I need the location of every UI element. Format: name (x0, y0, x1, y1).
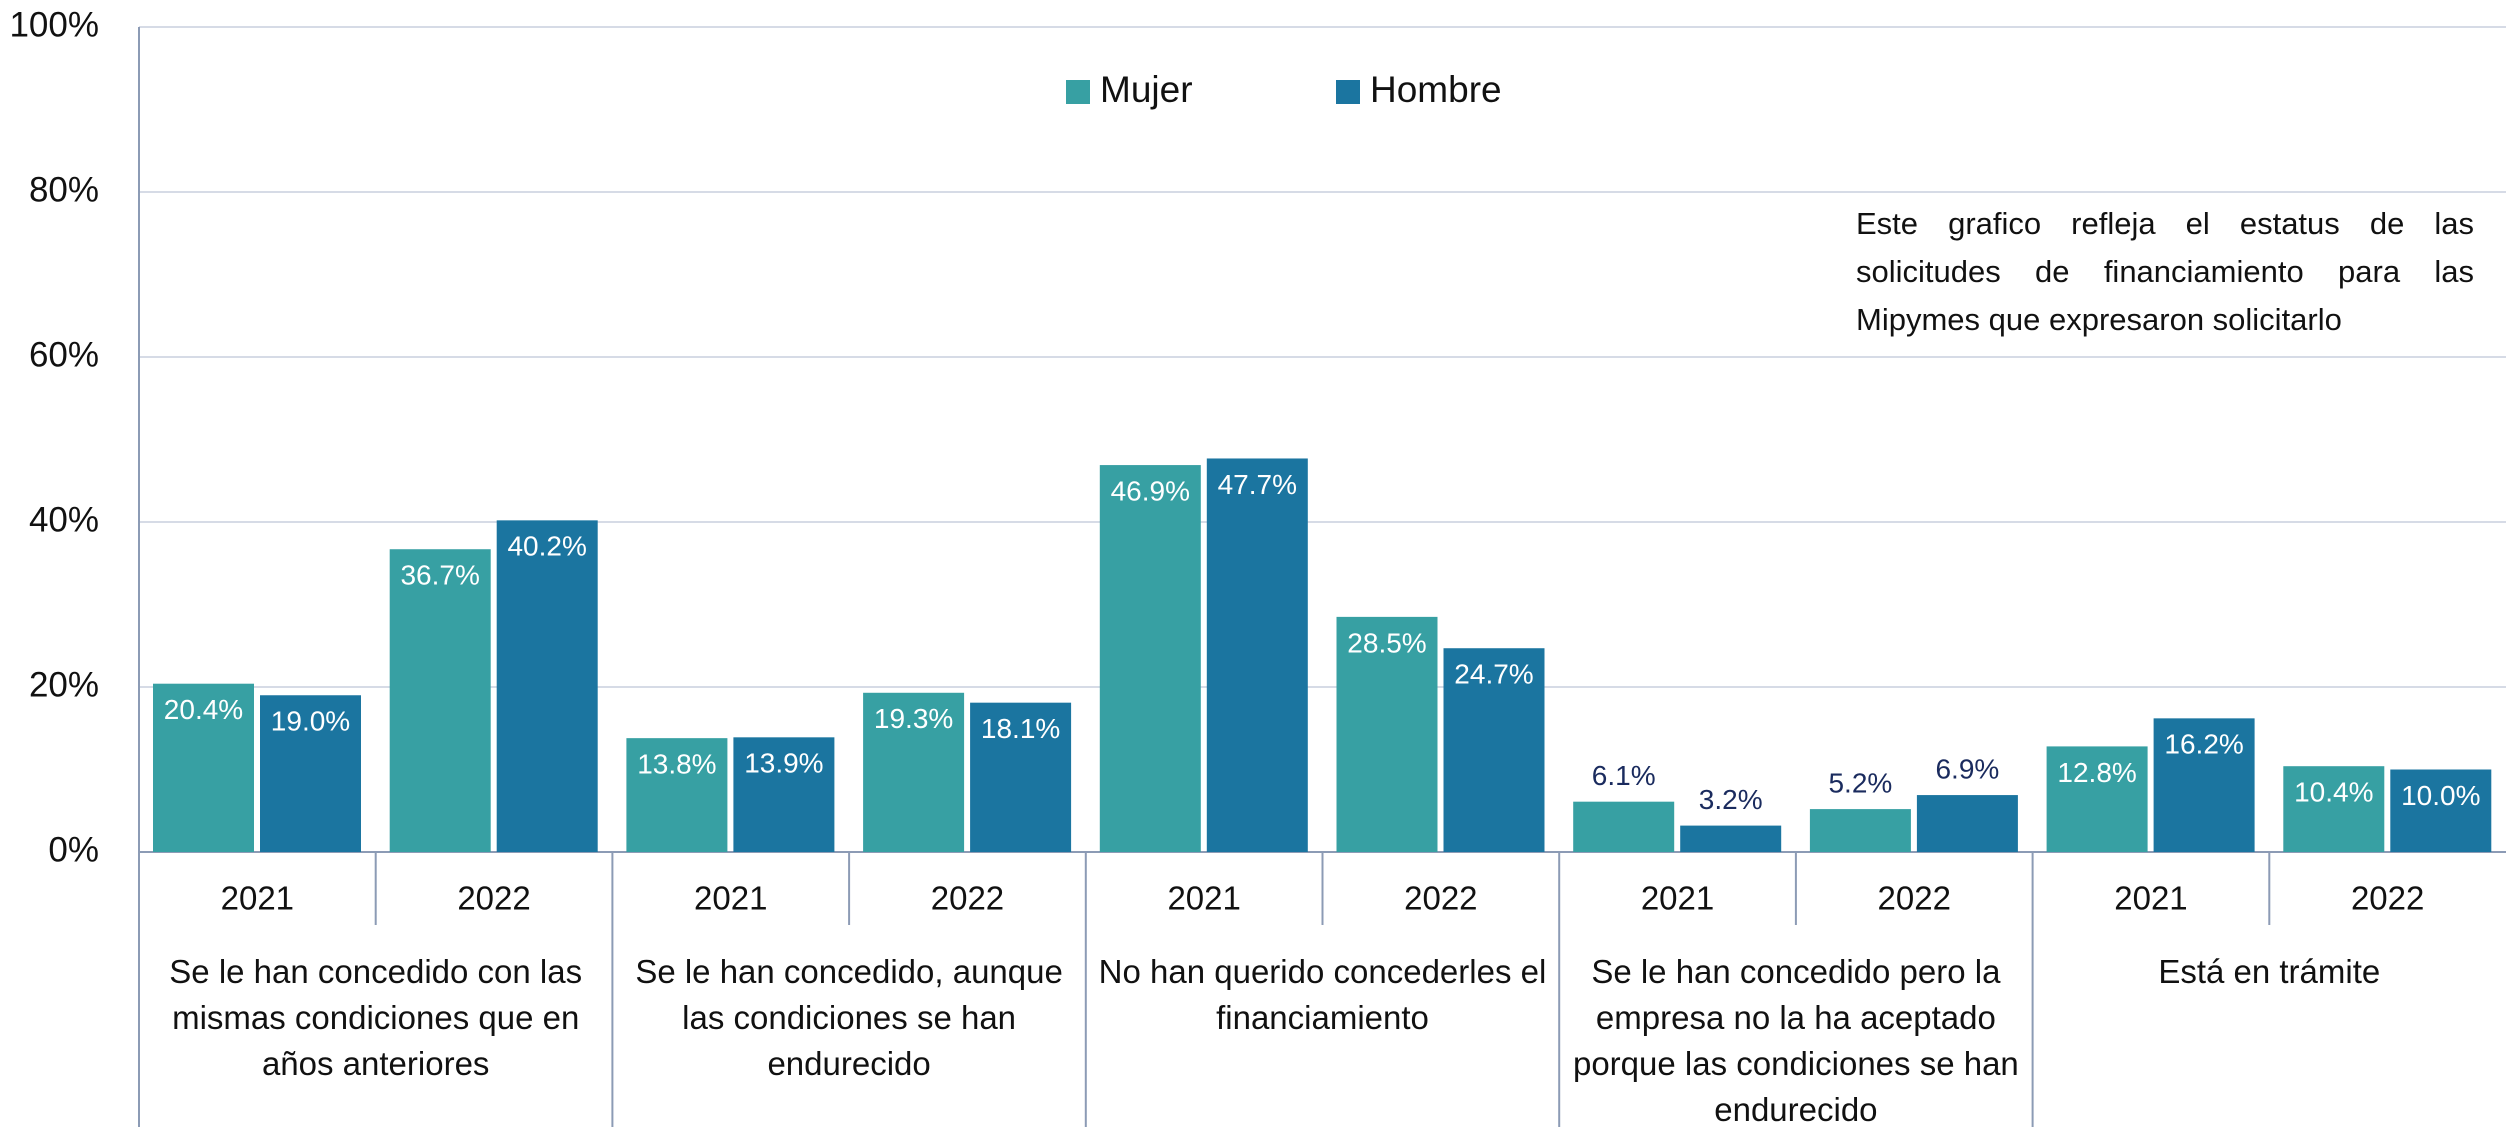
data-label: 19.3% (874, 703, 953, 734)
x-tick-label: 2022 (1878, 880, 1951, 917)
bar (1809, 809, 1911, 852)
data-label: 5.2% (1828, 767, 1892, 798)
data-label: 6.1% (1592, 760, 1656, 791)
annotation: Este grafico refleja el estatus de las s… (1852, 200, 2478, 344)
y-tick-label: 80% (29, 170, 99, 209)
data-label: 19.0% (271, 706, 350, 737)
bar (2153, 718, 2255, 852)
bar (260, 695, 361, 852)
bar (2390, 769, 2492, 852)
data-label: 18.1% (981, 713, 1060, 744)
bar (733, 737, 835, 852)
data-label: 40.2% (507, 531, 586, 562)
x-tick-label: 2022 (2351, 880, 2424, 917)
bar (2046, 746, 2148, 852)
legend-label: Mujer (1100, 69, 1193, 110)
y-tick-label: 60% (29, 335, 99, 374)
bar (970, 702, 1072, 852)
data-label: 10.0% (2401, 780, 2480, 811)
y-tick-label: 0% (48, 830, 99, 869)
data-label: 47.7% (1218, 469, 1297, 500)
y-tick-label: 100% (9, 5, 99, 44)
y-tick-label: 20% (29, 665, 99, 704)
bar (626, 738, 728, 852)
data-label: 13.8% (637, 749, 716, 780)
x-tick-label: 2021 (2114, 880, 2187, 917)
data-label: 6.9% (1935, 753, 1999, 784)
bar (153, 683, 254, 852)
y-tick-label: 40% (29, 500, 99, 539)
legend-swatch (1066, 80, 1090, 104)
legend-label: Hombre (1370, 69, 1502, 110)
data-label: 3.2% (1699, 784, 1763, 815)
data-label: 10.4% (2294, 777, 2373, 808)
data-label: 13.9% (744, 748, 823, 779)
bar (1573, 801, 1675, 852)
bar (389, 549, 491, 852)
group-label: Se le han concedido con las mismas condi… (169, 953, 583, 1082)
data-label: 16.2% (2164, 729, 2243, 760)
data-label: 46.9% (1111, 475, 1190, 506)
x-tick-label: 2021 (1167, 880, 1240, 917)
bar (1680, 825, 1782, 852)
bar (863, 692, 965, 852)
x-tick-label: 2021 (1641, 880, 1714, 917)
bar (1099, 465, 1201, 852)
data-label: 20.4% (164, 694, 243, 725)
x-tick-label: 2021 (221, 880, 294, 917)
group-label: Está en trámite (2158, 953, 2381, 990)
x-tick-label: 2022 (457, 880, 530, 917)
data-label: 24.7% (1454, 659, 1533, 690)
bar (1206, 458, 1308, 852)
group-label: Se le han concedido, aunque las condicio… (635, 953, 1063, 1082)
data-label: 36.7% (400, 560, 479, 591)
data-label: 12.8% (2057, 757, 2136, 788)
bar (496, 520, 598, 852)
x-tick-label: 2022 (1404, 880, 1477, 917)
x-tick-label: 2022 (931, 880, 1004, 917)
bar (1336, 616, 1438, 852)
bar (2283, 766, 2385, 852)
group-label: No han querido concederles el financiami… (1098, 953, 1547, 1036)
x-tick-label: 2021 (694, 880, 767, 917)
bar (1916, 795, 2018, 852)
group-label: Se le han concedido pero la empresa no l… (1572, 953, 2019, 1127)
data-label: 28.5% (1347, 627, 1426, 658)
bar (1443, 648, 1545, 852)
legend-swatch (1336, 80, 1360, 104)
